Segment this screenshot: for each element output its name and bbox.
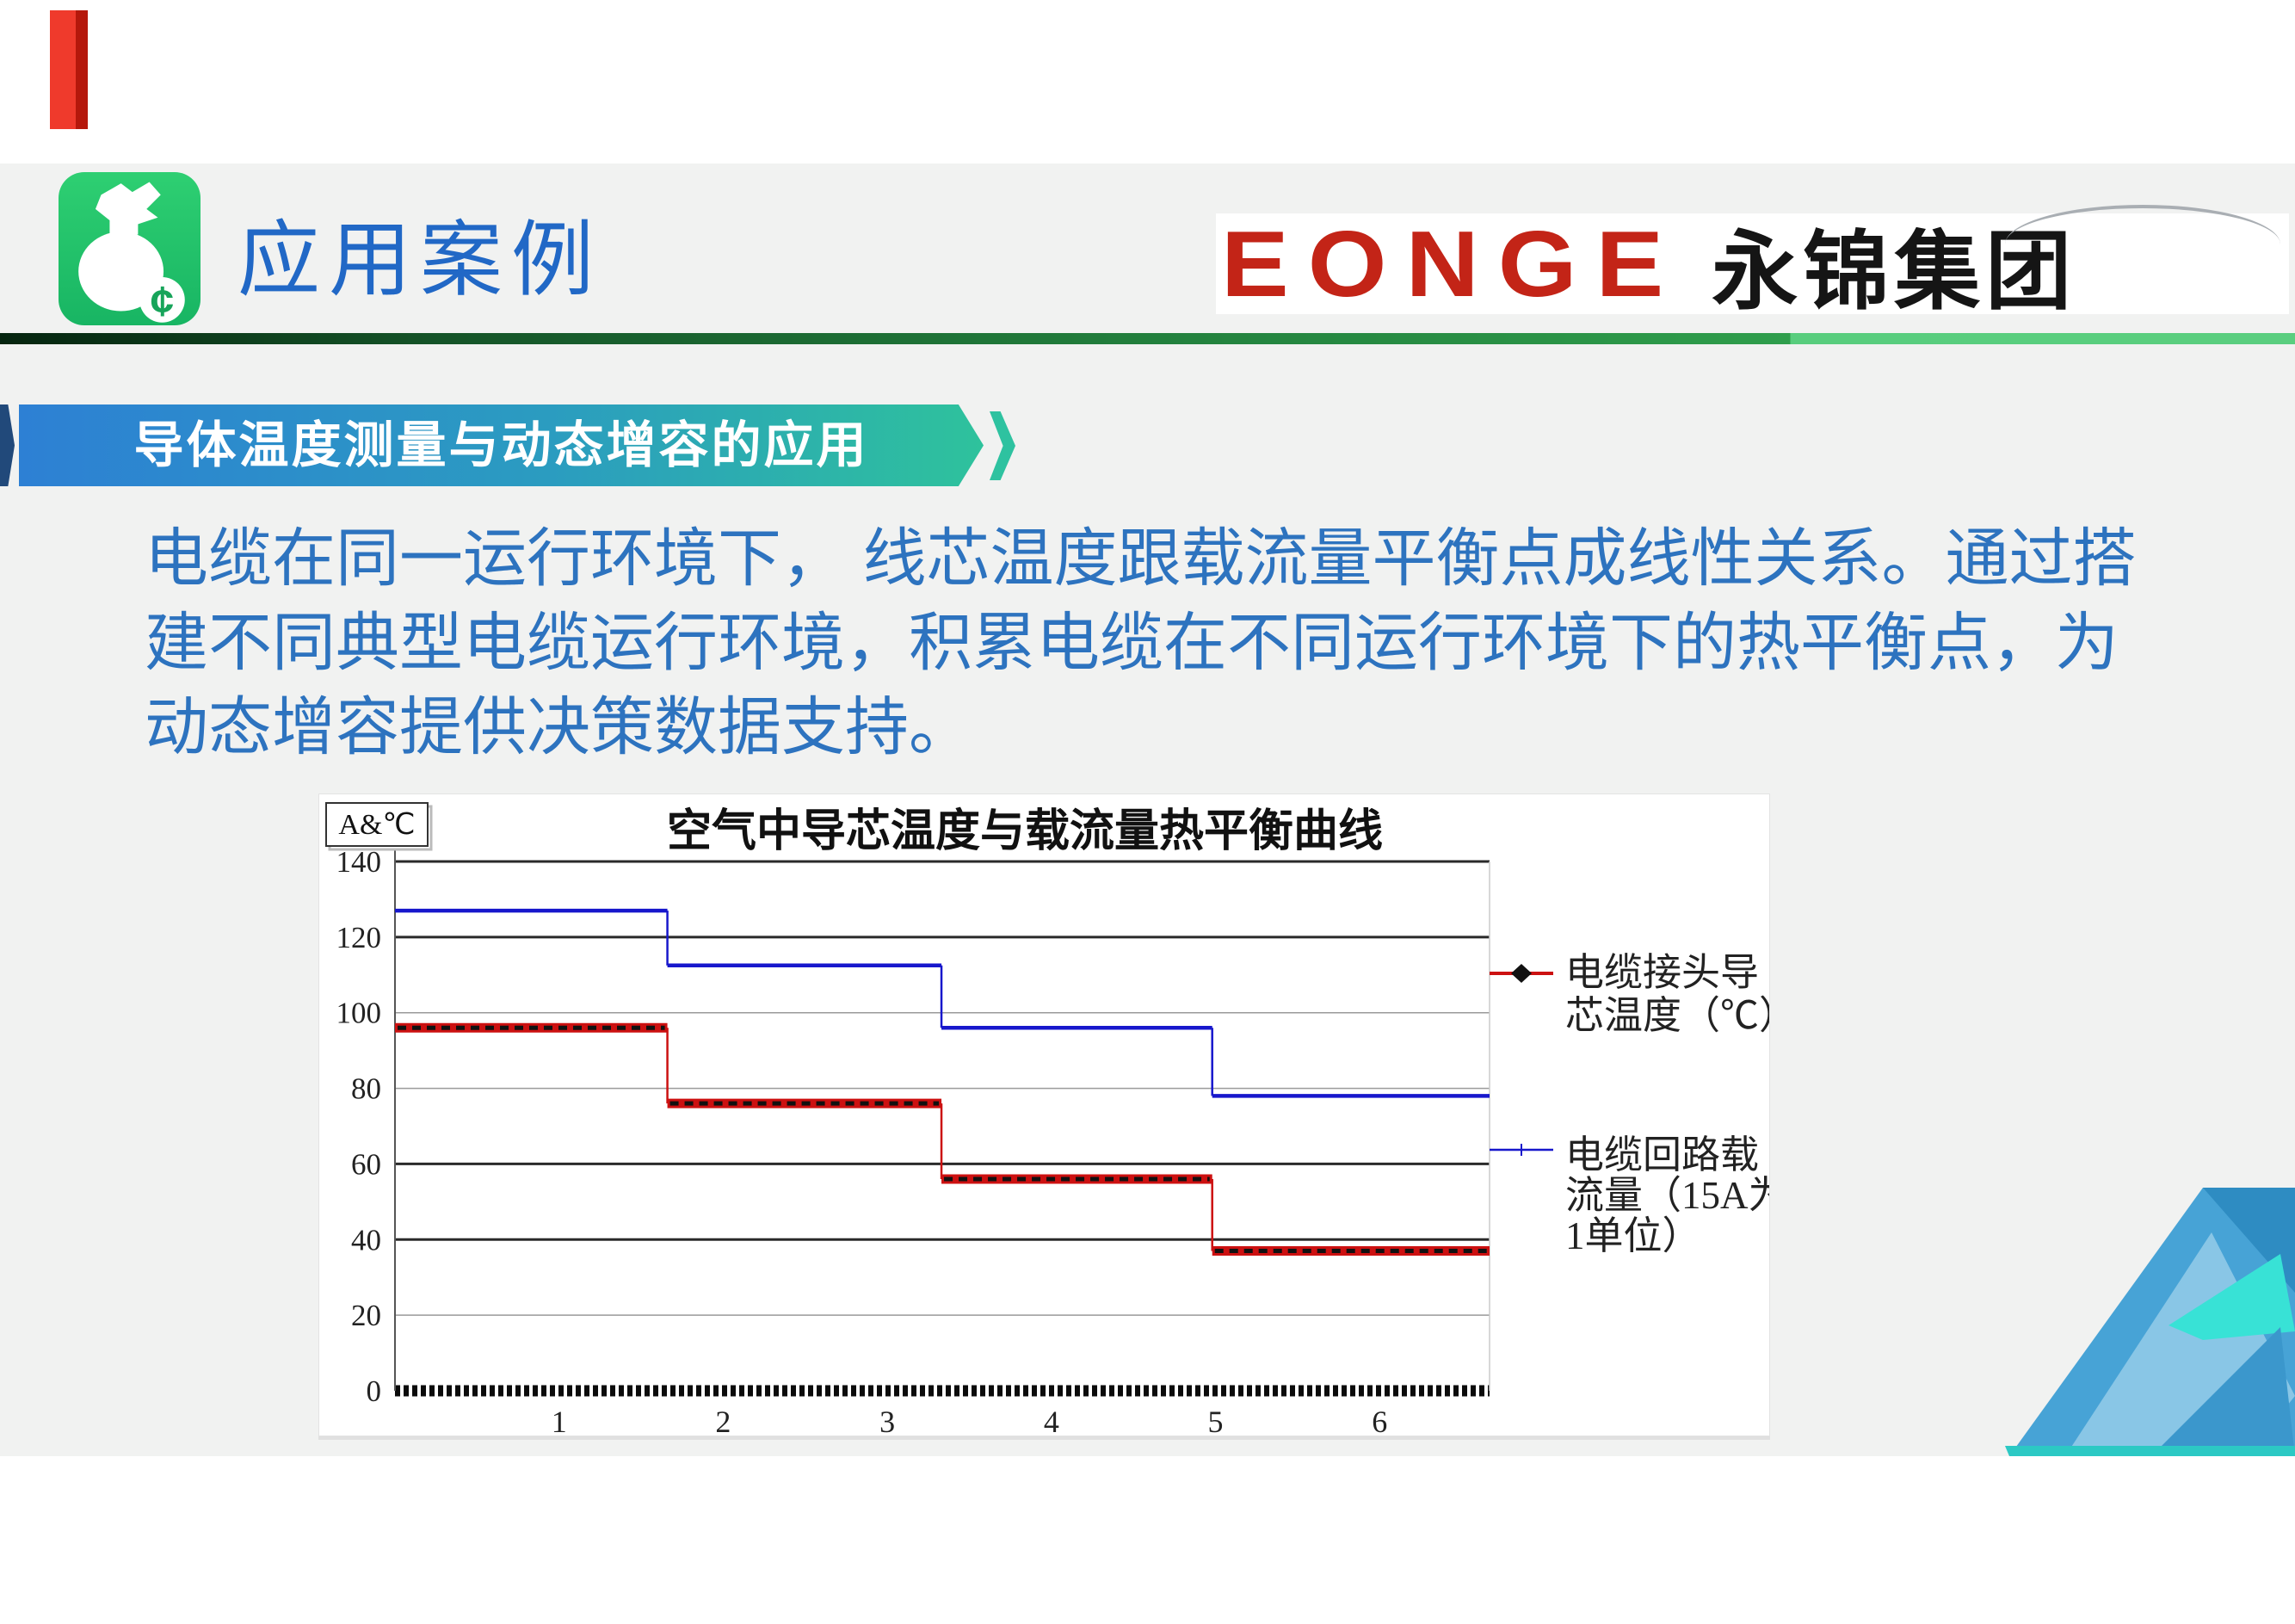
y-tick-label: 120 xyxy=(336,921,382,954)
unit-label-box xyxy=(325,802,429,847)
money-bag-glyph: ¢ xyxy=(78,182,185,324)
x-tick-label: 5 xyxy=(1208,1405,1224,1436)
legend-label: 电缆回路载 xyxy=(1565,1133,1759,1176)
unit-label: A&℃ xyxy=(338,809,415,841)
logo-brand-text: EONGE xyxy=(1221,211,1683,317)
legend-label: 流量（15A为 xyxy=(1565,1174,1769,1217)
money-bag-icon: ¢ xyxy=(59,172,201,325)
body-line: 动态增容提供决策数据支持。 xyxy=(145,691,972,763)
page-title: 应用案例 xyxy=(238,214,602,306)
legend-label: 1单位） xyxy=(1565,1214,1701,1257)
x-tick-label: 1 xyxy=(552,1405,567,1436)
legend-label: 芯温度（℃） xyxy=(1565,994,1769,1037)
logo-cn-text: 永锦集团 xyxy=(1712,224,2077,320)
red-ribbon-decoration xyxy=(50,10,88,129)
x-tick-label: 2 xyxy=(715,1405,731,1436)
x-tick-label: 6 xyxy=(1372,1405,1387,1436)
x-tick-label: 4 xyxy=(1044,1405,1059,1436)
x-tick-label: 3 xyxy=(879,1405,895,1436)
legend-diamond-icon xyxy=(1511,964,1532,983)
banner-left-chevron-icon xyxy=(0,404,15,486)
section-banner: 导体温度测量与动态增容的应用 xyxy=(19,404,984,486)
y-tick-label: 80 xyxy=(351,1072,381,1106)
corner-triangles-decoration xyxy=(2005,1188,2295,1456)
header-separator-line xyxy=(0,333,2295,344)
y-tick-label: 60 xyxy=(351,1147,381,1181)
legend-label: 电缆接头导 xyxy=(1565,951,1759,994)
y-tick-label: 0 xyxy=(367,1374,382,1408)
y-tick-label: 40 xyxy=(351,1223,381,1257)
logo-arc-decoration xyxy=(2005,205,2280,244)
body-line: 电缆在同一运行环境下， 线芯温度跟载流量平衡点成线性关系。通过搭 xyxy=(145,522,2137,594)
y-tick-label: 20 xyxy=(351,1299,381,1332)
svg-text:¢: ¢ xyxy=(151,277,175,324)
body-paragraph: 电缆在同一运行环境下， 线芯温度跟载流量平衡点成线性关系。通过搭 建不同典型电缆… xyxy=(145,516,2158,769)
thermal-balance-chart: 140 120 100 80 60 40 20 0 1 2 3 4 5 6 空气中导芯温度与载流量热平衡曲线… xyxy=(318,793,1798,1439)
chart-title: 空气中导芯温度与载流量热平衡曲线 xyxy=(667,806,1383,856)
company-logo: EONGE 永锦集团 xyxy=(1216,212,2289,320)
body-line: 建不同典型电缆运行环境，积累电缆在不同运行环境下的热平衡点，为 xyxy=(145,607,2119,678)
y-tick-label: 100 xyxy=(336,997,382,1030)
